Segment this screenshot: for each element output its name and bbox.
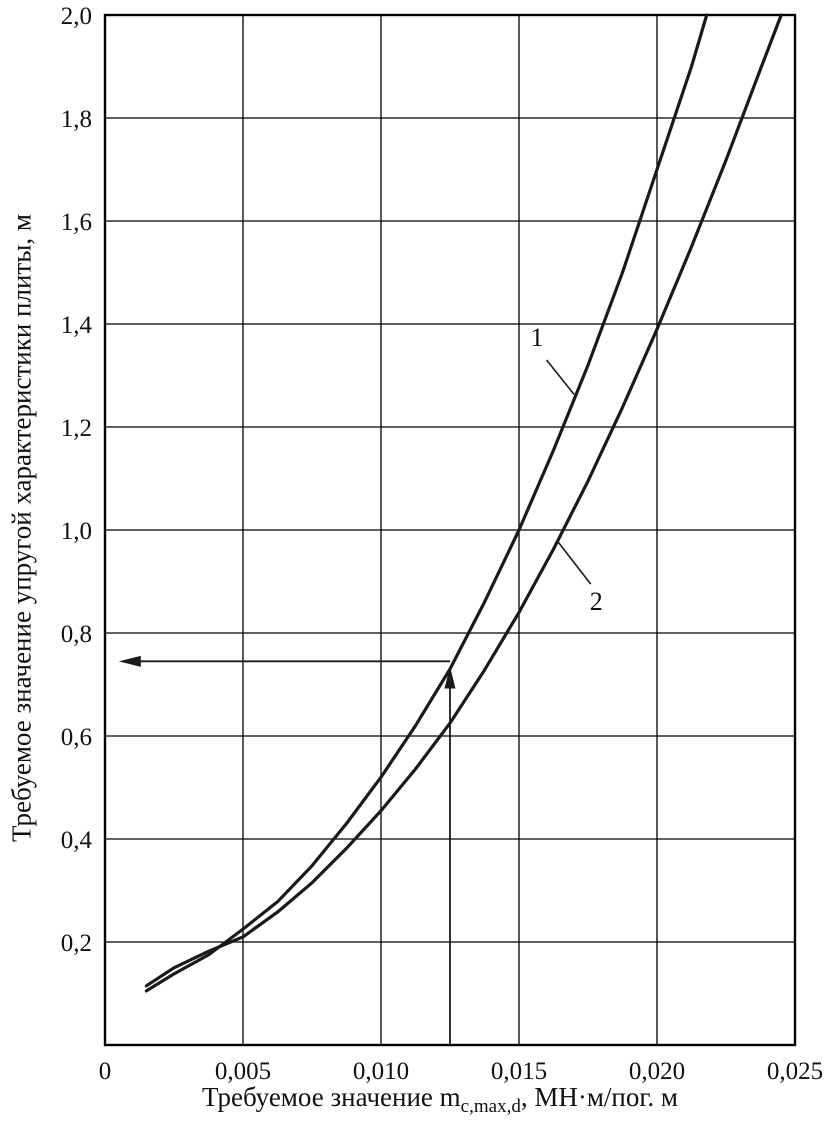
x-tick-label: 0,020 xyxy=(629,1058,685,1085)
y-tick-label: 1,8 xyxy=(61,106,92,133)
y-tick-label: 1,0 xyxy=(61,518,92,545)
callout-leader-line xyxy=(545,359,575,396)
curve-label-2: 2 xyxy=(590,587,603,616)
arrowhead-left-icon xyxy=(118,655,141,667)
y-tick-label: 2,0 xyxy=(61,3,92,30)
curve-label-1: 1 xyxy=(530,323,543,352)
x-axis-title-prefix: Требуемое значение m xyxy=(202,1081,461,1112)
curve-series-1 xyxy=(144,13,709,993)
x-axis-title: Требуемое значение mc,max,d, МН·м/пог. м xyxy=(202,1082,678,1118)
y-tick-label: 0,6 xyxy=(61,724,92,751)
x-tick-label: 0 xyxy=(99,1058,112,1085)
y-axis-title-text: Требуемое значение упругой характеристик… xyxy=(6,214,37,842)
x-tick-label: 0,025 xyxy=(767,1058,823,1085)
x-tick-label: 0,005 xyxy=(215,1058,271,1085)
y-tick-label: 1,4 xyxy=(61,312,93,339)
curve-series-2 xyxy=(144,13,783,988)
x-tick-label: 0,010 xyxy=(353,1058,409,1085)
y-tick-label: 1,2 xyxy=(61,415,92,442)
y-tick-label: 1,6 xyxy=(61,209,92,236)
x-tick-label: 0,015 xyxy=(491,1058,547,1085)
x-axis-title-subscript: c,max,d xyxy=(460,1096,521,1118)
y-tick-label: 0,2 xyxy=(61,930,92,957)
y-tick-label: 0,8 xyxy=(61,621,92,648)
callout-leader-line xyxy=(557,540,592,585)
y-tick-label: 0,4 xyxy=(61,827,93,854)
x-axis-title-suffix: , МН·м/пог. м xyxy=(520,1081,678,1112)
y-axis-title: Требуемое значение упругой характеристик… xyxy=(7,214,38,842)
arrowhead-up-icon xyxy=(444,666,456,689)
